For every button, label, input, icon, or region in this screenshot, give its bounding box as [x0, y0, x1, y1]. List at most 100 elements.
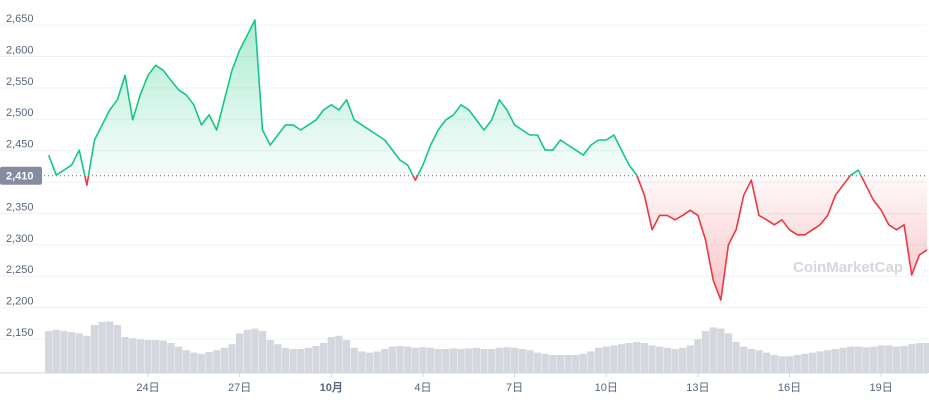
volume-bar — [129, 338, 137, 373]
price-line — [47, 19, 928, 301]
volume-bar — [304, 347, 312, 373]
volume-bar — [594, 347, 603, 373]
volume-bar — [281, 347, 290, 373]
y-tick-label: 2,550 — [6, 76, 34, 88]
volume-bar — [190, 352, 198, 373]
volume-bar — [556, 355, 565, 373]
x-tick-label: 4日 — [414, 382, 431, 394]
volume-bar — [258, 331, 267, 373]
volume-bar — [510, 347, 519, 373]
volume-bar — [541, 353, 549, 373]
volume-bar — [480, 349, 488, 373]
y-tick-label: 2,650 — [6, 13, 34, 25]
volume-bar — [740, 346, 748, 373]
volume-bar — [892, 346, 901, 373]
volume-bar — [633, 341, 641, 373]
volume-bar — [297, 349, 305, 373]
volume-bar — [342, 340, 351, 373]
volume-bar — [648, 345, 656, 373]
watermark: CoinMarketCap — [793, 259, 903, 276]
x-tick-label: 7日 — [506, 382, 523, 394]
volume-bar — [67, 332, 76, 373]
volume-bar — [663, 347, 671, 373]
volume-bar — [266, 340, 274, 373]
volume-bar — [388, 346, 397, 373]
volume-bar — [396, 346, 404, 373]
volume-bar — [151, 340, 160, 373]
volume-bar — [274, 344, 282, 373]
volume-bar — [526, 350, 534, 373]
x-tick-label: 24日 — [136, 382, 159, 394]
volume-bar — [709, 327, 717, 373]
volume-bar — [434, 349, 442, 373]
volume-bar — [564, 355, 572, 373]
volume-bar — [335, 335, 343, 373]
volume-bar — [862, 347, 870, 373]
volume-bar — [915, 343, 923, 373]
volume-bar — [793, 355, 801, 373]
y-tick-label: 2,150 — [6, 327, 34, 339]
volume-bar — [404, 346, 412, 373]
volume-bar — [854, 346, 862, 373]
volume-bar — [686, 345, 694, 373]
reference-label-box — [0, 166, 42, 185]
volume-bar — [717, 328, 725, 373]
x-tick-label: 10日 — [595, 382, 618, 394]
volume-bar — [365, 352, 374, 373]
volume-bar — [770, 355, 778, 373]
volume-bar — [778, 356, 786, 373]
y-tick-label: 2,300 — [6, 233, 34, 245]
volume-bar — [587, 351, 595, 373]
volume-bar — [694, 339, 702, 373]
volume-bar — [472, 347, 481, 373]
volume-bar — [236, 333, 244, 373]
volume-bar — [640, 343, 649, 373]
volume-bar — [90, 325, 99, 373]
reference-label: 2,410 — [6, 171, 34, 183]
x-tick-label: 10月 — [320, 381, 343, 394]
volume-bar — [579, 353, 587, 373]
x-tick-label: 27日 — [228, 382, 251, 394]
volume-bar — [701, 331, 710, 373]
volume-bar — [465, 348, 473, 373]
y-tick-label: 2,500 — [6, 107, 34, 119]
y-tick-label: 2,350 — [6, 201, 34, 213]
volume-bar — [816, 351, 824, 373]
volume-bar — [106, 321, 114, 373]
volume-bar — [312, 346, 320, 373]
volume-bar — [159, 340, 167, 373]
volume-bar — [625, 343, 633, 373]
x-tick-label: 13日 — [686, 382, 709, 394]
volume-bar — [136, 339, 144, 373]
volume-bar — [60, 331, 68, 373]
volume-bar — [457, 349, 465, 373]
volume-bar — [808, 352, 817, 373]
volume-bar — [320, 343, 328, 373]
volume-bar — [381, 349, 389, 373]
volume-bar — [518, 349, 526, 373]
volume-bar — [98, 322, 106, 373]
volume-bar — [839, 347, 847, 373]
volume-bar — [923, 343, 929, 373]
volume-bar — [732, 341, 740, 373]
volume-bar — [83, 335, 91, 373]
volume-bar — [52, 329, 60, 373]
volume-bar — [755, 350, 763, 373]
y-tick-label: 2,600 — [6, 44, 34, 56]
volume-bar — [831, 349, 839, 373]
volume-bar — [449, 348, 458, 373]
volume-bar — [373, 351, 381, 373]
volume-bar — [442, 349, 450, 373]
volume-bar — [602, 346, 610, 373]
volume-bar — [113, 325, 122, 373]
x-tick-label: 19日 — [870, 382, 893, 394]
volume-bar — [785, 356, 794, 373]
volume-bar — [503, 347, 511, 373]
volume-bar — [846, 346, 855, 373]
volume-bar — [350, 347, 358, 373]
volume-bar — [75, 333, 83, 373]
volume-bar — [174, 346, 183, 373]
volume-bar — [617, 344, 626, 373]
volume-bar — [197, 353, 206, 373]
volume-bar — [167, 343, 175, 373]
